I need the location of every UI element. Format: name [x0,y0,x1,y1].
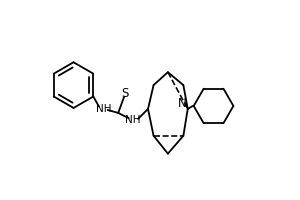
Text: S: S [122,87,129,100]
Text: NH: NH [125,115,141,125]
Text: N: N [178,97,187,110]
Text: NH: NH [96,104,111,114]
